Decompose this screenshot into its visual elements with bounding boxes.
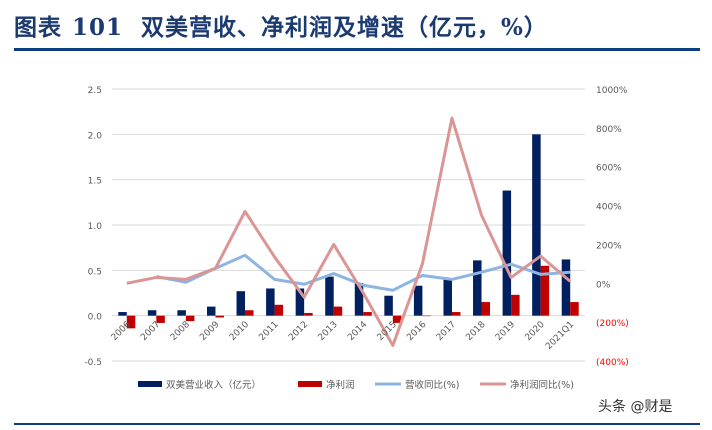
legend-swatch bbox=[138, 381, 162, 387]
right-tick-label: (200%) bbox=[596, 319, 629, 329]
watermark: 头条 @财是 bbox=[598, 399, 673, 415]
revenue-bar bbox=[147, 310, 157, 316]
x-tick-label: 2020 bbox=[524, 320, 547, 343]
profit-bar bbox=[245, 310, 254, 316]
revenue-growth-line bbox=[156, 253, 571, 292]
legend-label: 净利润 bbox=[326, 379, 355, 391]
right-tick-label: 0% bbox=[596, 280, 611, 290]
x-tick-label: 2016 bbox=[405, 320, 428, 343]
profit-bar bbox=[156, 315, 165, 323]
revenue-bar bbox=[413, 285, 423, 316]
right-tick-label: 200% bbox=[596, 241, 622, 251]
profit-growth-line bbox=[126, 116, 572, 347]
revenue-bar bbox=[502, 190, 512, 316]
x-tick-label: 2017 bbox=[435, 320, 458, 343]
x-tick-label: 2021Q1 bbox=[544, 320, 576, 352]
legend-label: 双美营业收入（亿元） bbox=[166, 379, 261, 391]
revenue-bar bbox=[295, 288, 305, 316]
x-tick-label: 2008 bbox=[169, 320, 192, 343]
legend-label: 净利润同比(%) bbox=[510, 379, 574, 391]
x-tick-label: 2012 bbox=[287, 320, 310, 343]
revenue-bar bbox=[532, 134, 541, 316]
profit-bar bbox=[185, 315, 195, 322]
right-tick-label: 600% bbox=[596, 164, 622, 174]
title-prefix: 图表 bbox=[14, 14, 62, 41]
right-tick-label: 1000% bbox=[596, 86, 628, 96]
revenue-bar bbox=[266, 288, 275, 316]
x-tick-label: 2007 bbox=[139, 320, 162, 343]
title-number: 101 bbox=[72, 14, 124, 41]
profit-bar bbox=[215, 315, 224, 318]
figure-title: 图表 101 双美营收、净利润及增速（亿元，%） bbox=[14, 8, 548, 42]
profit-bar bbox=[422, 315, 431, 317]
x-tick-label: 2019 bbox=[494, 320, 517, 343]
left-tick-label: 0.5 bbox=[88, 267, 102, 277]
x-tick-label: 2009 bbox=[198, 320, 221, 343]
revenue-bar bbox=[561, 259, 571, 316]
left-tick-label: 0.0 bbox=[88, 313, 103, 323]
revenue-bar bbox=[118, 312, 127, 316]
x-tick-label: 2010 bbox=[228, 320, 251, 343]
profit-bar bbox=[392, 315, 402, 323]
left-tick-label: -0.5 bbox=[84, 358, 102, 368]
profit-bar bbox=[481, 302, 491, 316]
profit-bar bbox=[363, 312, 372, 316]
revenue-bar bbox=[206, 306, 216, 316]
revenue-bar bbox=[236, 291, 246, 316]
revenue-bar bbox=[354, 283, 364, 316]
profit-bar bbox=[451, 312, 461, 316]
x-tick-label: 2014 bbox=[346, 320, 369, 343]
legend-swatch bbox=[298, 381, 322, 387]
right-tick-label: 800% bbox=[596, 125, 622, 135]
profit-bar bbox=[333, 306, 343, 316]
revenue-bar bbox=[473, 260, 482, 316]
left-tick-label: 1.5 bbox=[88, 177, 102, 187]
profit-bar bbox=[274, 304, 284, 316]
right-tick-label: (400%) bbox=[596, 358, 629, 368]
x-tick-label: 2018 bbox=[464, 320, 487, 343]
title-text: 双美营收、净利润及增速（亿元，%） bbox=[141, 14, 548, 41]
left-tick-label: 2.0 bbox=[88, 131, 103, 141]
bottom-divider bbox=[14, 423, 700, 425]
revenue-bar bbox=[384, 295, 393, 316]
profit-bar bbox=[511, 294, 520, 316]
profit-bar bbox=[570, 302, 579, 316]
title-divider bbox=[14, 48, 700, 51]
revenue-bar bbox=[443, 279, 452, 316]
profit-bar bbox=[304, 312, 313, 316]
legend-label: 营收同比(%) bbox=[405, 379, 459, 391]
profit-bar bbox=[540, 265, 550, 316]
profit-bar bbox=[126, 315, 136, 329]
left-tick-label: 1.0 bbox=[88, 222, 103, 232]
revenue-bar bbox=[177, 310, 186, 316]
left-tick-label: 2.5 bbox=[88, 86, 102, 96]
revenue-bar bbox=[325, 276, 334, 316]
x-tick-label: 2011 bbox=[257, 320, 280, 343]
x-tick-label: 2013 bbox=[317, 320, 340, 343]
right-tick-label: 400% bbox=[596, 203, 622, 213]
